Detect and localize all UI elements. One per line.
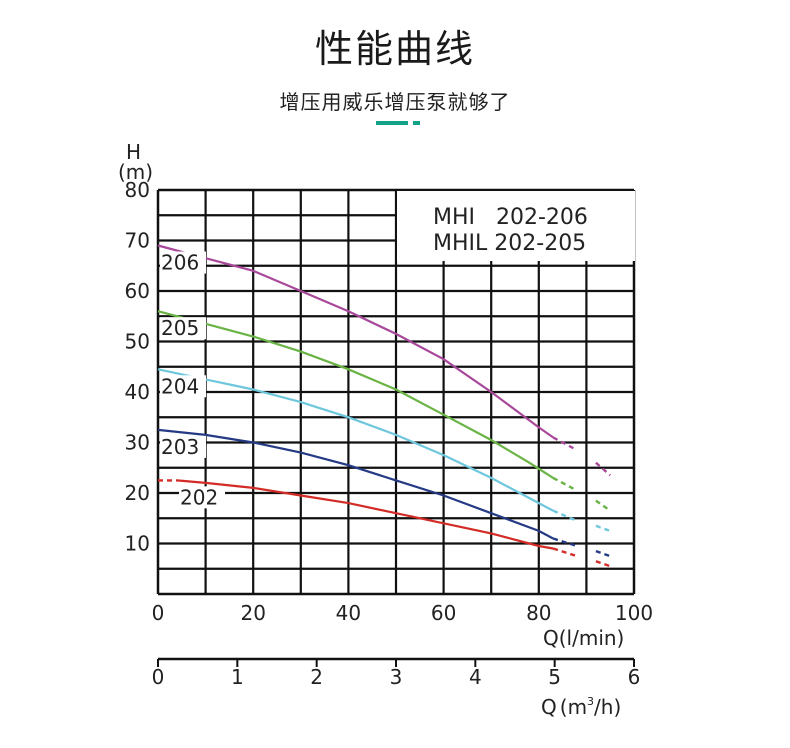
accent-bar xyxy=(376,121,408,125)
y-tick-label: 60 xyxy=(125,279,150,303)
x-tick-label: 0 xyxy=(152,601,165,625)
x2-tick-label: 3 xyxy=(390,665,403,689)
curve-204-dashed xyxy=(552,509,578,522)
curve-label-bg xyxy=(160,251,206,274)
page-subtitle: 增压用威乐增压泵就够了 xyxy=(279,90,511,114)
curve-202 xyxy=(176,479,554,550)
curve-203-dashed xyxy=(595,549,611,558)
secondary-x-axis: 0 1 2 3 4 5 6 xyxy=(152,657,641,689)
x2-tick-label: 5 xyxy=(548,665,561,689)
curve-203 xyxy=(157,428,554,540)
x-tick-label: 40 xyxy=(336,601,361,625)
legend-line-1: MHI 202-206 xyxy=(433,205,588,230)
accent-dot xyxy=(413,121,420,125)
curve-204-dashed xyxy=(595,524,611,533)
x-tick-labels-lmin: 0 20 40 60 80 100 xyxy=(152,601,653,625)
x2-label-open: ( xyxy=(560,695,568,719)
y-tick-label: 10 xyxy=(125,532,150,556)
y-tick-label: 30 xyxy=(125,431,150,455)
curve-label-206: 206 xyxy=(161,251,199,275)
curve-206-dashed xyxy=(595,461,611,477)
curve-label-bg xyxy=(160,435,206,458)
curve-label-204: 204 xyxy=(161,374,199,398)
curve-206-dashed xyxy=(552,436,578,452)
curve-205 xyxy=(157,310,554,479)
x-axis-label-m3h: Q (m3/h) xyxy=(541,695,621,719)
x2-tick-label: 1 xyxy=(231,665,244,689)
curve-label-205: 205 xyxy=(161,316,199,340)
x2-label-rest: /h) xyxy=(594,695,621,719)
x2-tick-label: 0 xyxy=(152,665,165,689)
curve-202-dashed xyxy=(595,560,611,568)
x2-tick-label: 2 xyxy=(310,665,323,689)
y-axis-label-h: H xyxy=(126,140,141,164)
y-tick-label: 50 xyxy=(125,330,150,354)
x2-tick-label: 6 xyxy=(628,665,641,689)
y-tick-label: 40 xyxy=(125,380,150,404)
legend-line-2: MHIL 202-205 xyxy=(433,231,586,256)
x2-label-sup: 3 xyxy=(587,695,594,708)
curve-202-dashed xyxy=(552,547,578,558)
x-tick-label: 80 xyxy=(526,601,551,625)
page-title: 性能曲线 xyxy=(314,27,475,71)
y-tick-label: 70 xyxy=(125,229,150,253)
curve-label-203: 203 xyxy=(161,435,199,459)
x-tick-label: 20 xyxy=(240,601,265,625)
curve-label-bg xyxy=(179,486,226,509)
x2-tick-label: 4 xyxy=(469,665,482,689)
curves: 206 205 204 203 202 xyxy=(157,244,611,568)
x2-label-q: Q xyxy=(541,695,557,719)
curve-205-dashed xyxy=(552,476,578,492)
curve-206 xyxy=(157,244,554,439)
curve-label-bg xyxy=(160,375,206,398)
curve-label-bg xyxy=(160,317,206,340)
y-tick-label: 20 xyxy=(125,481,150,505)
y-tick-labels: 10 20 30 40 50 60 70 80 xyxy=(125,178,150,556)
curve-204 xyxy=(157,368,554,512)
curve-label-202: 202 xyxy=(180,485,218,509)
y-axis-label-unit: (m) xyxy=(118,160,153,184)
x-axis-label-lmin: Q(l/min) xyxy=(543,626,624,650)
x-tick-label: 60 xyxy=(431,601,456,625)
y-tick-label: 80 xyxy=(125,178,150,202)
curve-203-dashed xyxy=(552,537,578,548)
curve-205-dashed xyxy=(595,499,611,512)
x2-label-m: m xyxy=(568,695,587,719)
legend-box xyxy=(397,191,635,261)
x-tick-label: 100 xyxy=(615,601,653,625)
